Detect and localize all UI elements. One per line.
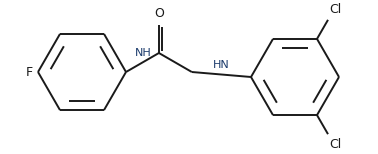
Text: Cl: Cl [329, 3, 341, 16]
Text: O: O [154, 7, 164, 20]
Text: Cl: Cl [329, 138, 341, 151]
Text: F: F [26, 65, 33, 79]
Text: NH: NH [135, 47, 152, 57]
Text: HN: HN [213, 59, 230, 69]
